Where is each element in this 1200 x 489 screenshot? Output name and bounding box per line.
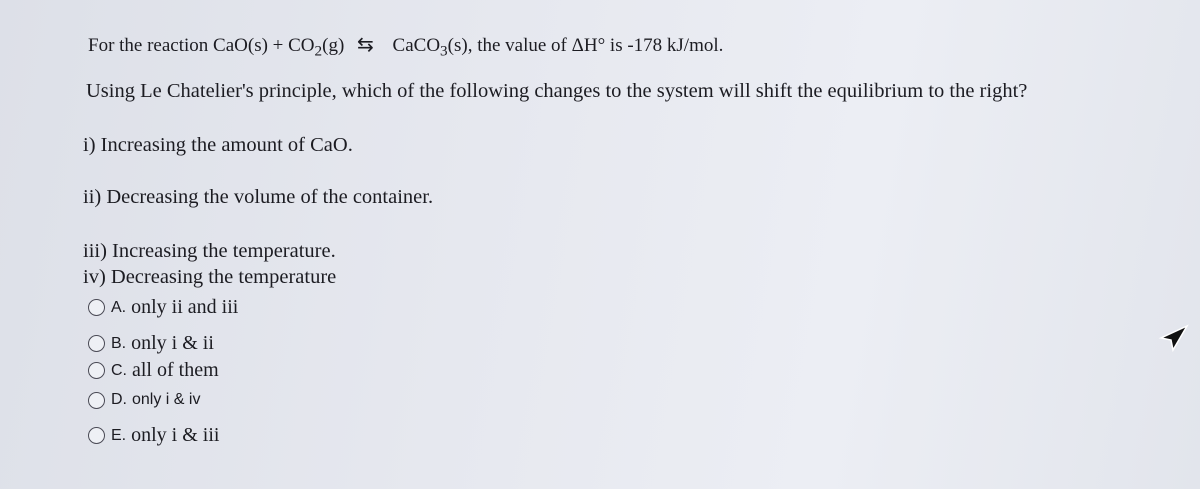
statement: iii) Increasing the temperature. <box>83 240 336 262</box>
option-text: only i & iv <box>132 391 201 408</box>
statement: iv) Decreasing the temperature <box>83 266 337 288</box>
question-line: For the reaction CaO(s) + CO2(g) ⇆ CaCO3… <box>88 32 723 61</box>
option-text: all of them <box>132 359 219 381</box>
text: CaCO <box>392 35 441 56</box>
radio-button[interactable] <box>88 335 105 352</box>
option[interactable]: A. only ii and iii <box>88 296 238 319</box>
text: For the reaction CaO(s) + CO <box>88 35 315 56</box>
subscript: 3 <box>440 42 448 60</box>
mouse-cursor <box>1158 324 1189 353</box>
option-letter: A. <box>111 298 127 316</box>
option-letter: B. <box>111 334 127 352</box>
option-text: only i & ii <box>131 332 214 354</box>
radio-button[interactable] <box>88 299 105 316</box>
cursor-arrow <box>1158 324 1189 353</box>
radio-button[interactable] <box>88 391 105 409</box>
radio-button[interactable] <box>88 427 105 444</box>
statement: i) Increasing the amount of CaO. <box>83 134 353 156</box>
option-letter: C. <box>111 361 127 379</box>
option-letter: E. <box>111 426 127 444</box>
text: (s), the value of ΔH° is -178 kJ/mol. <box>447 35 724 56</box>
equilibrium-arrow: ⇆ <box>357 32 374 56</box>
subscript: 2 <box>314 42 323 60</box>
option[interactable]: D. only i & iv <box>88 391 200 409</box>
radio-button[interactable] <box>88 362 105 379</box>
option-text: only i & iii <box>131 424 220 446</box>
option-text: only ii and iii <box>131 296 239 318</box>
option[interactable]: B. only i & ii <box>88 332 214 355</box>
question-line: Using Le Chatelier's principle, which of… <box>86 80 1028 102</box>
text: (g) <box>322 35 345 56</box>
option[interactable]: C. all of them <box>88 359 219 382</box>
statement: ii) Decreasing the volume of the contain… <box>83 186 434 208</box>
option[interactable]: E. only i & iii <box>88 424 219 447</box>
option-letter: D. <box>111 391 127 408</box>
